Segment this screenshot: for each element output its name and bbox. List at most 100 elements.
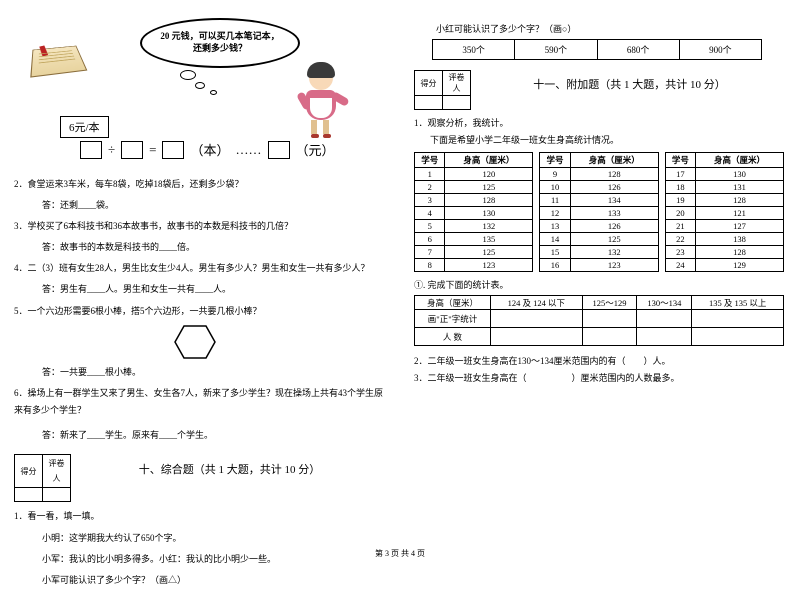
height-cell: 11 — [540, 194, 570, 207]
height-cell: 9 — [540, 168, 570, 181]
fill-h1: 124 及 124 以下 — [491, 296, 583, 310]
height-cell: 127 — [696, 220, 784, 233]
bubble-trail — [195, 82, 205, 89]
height-cell: 128 — [445, 194, 533, 207]
grader-cell[interactable] — [43, 488, 71, 502]
right-column: 小红可能认识了多少个字？（画○） 350个 590个 680个 900个 得分评… — [400, 0, 800, 565]
answer-4: 答：男生有____人。男生和女生一共有____人。 — [14, 281, 386, 298]
height-cell: 128 — [696, 246, 784, 259]
answer-6: 答：新来了____学生。原来有____个学生。 — [14, 427, 386, 444]
fill-blank[interactable] — [692, 328, 784, 346]
comp-r-prompt: 小红可能认识了多少个字？（画○） — [414, 22, 786, 35]
answer-2: 答：还剩____袋。 — [14, 197, 386, 214]
height-table-a: 学号身高（厘米） 1120212531284130513261357125812… — [414, 152, 533, 272]
height-cell: 126 — [570, 220, 658, 233]
height-cell: 24 — [665, 259, 695, 272]
height-cell: 138 — [696, 233, 784, 246]
fill-prompt: ①. 完成下面的统计表。 — [414, 278, 786, 291]
thought-bubble: 20 元钱，可以买几本笔记本，还剩多少钱？ — [140, 18, 300, 68]
remainder-dots: …… — [236, 142, 262, 158]
fill-h0: 身高（厘米） — [415, 296, 491, 310]
score-cell[interactable] — [415, 96, 443, 110]
option-cell[interactable]: 900个 — [679, 40, 761, 60]
sub-q2: 2．二年级一班女生身高在130～134厘米范围内的有（ ）人。 — [414, 354, 786, 367]
height-cell: 125 — [445, 181, 533, 194]
fill-blank[interactable] — [582, 310, 637, 328]
th-height: 身高（厘米） — [570, 153, 658, 168]
fill-blank[interactable] — [637, 328, 692, 346]
question-3: 3．学校买了6本科技书和36本故事书，故事书的本数是科技书的几倍？ — [14, 218, 386, 235]
score-box: 得分评卷人 — [414, 70, 471, 110]
height-desc: 下面是希望小学二年级一班女生身高统计情况。 — [414, 133, 786, 146]
question-list: 2．食堂运来3车米，每车8袋，吃掉18袋后，还剩多少袋？ 答：还剩____袋。 … — [14, 176, 386, 589]
height-cell: 1 — [415, 168, 445, 181]
height-cell: 13 — [540, 220, 570, 233]
question-4: 4．二（3）班有女生28人，男生比女生少4人。男生有多少人？男生和女生一共有多少… — [14, 260, 386, 277]
height-table-b: 学号身高（厘米） 9128101261113412133131261412515… — [539, 152, 658, 272]
height-cell: 16 — [540, 259, 570, 272]
notebook-illustration — [32, 42, 92, 84]
unit-ben: （本） — [190, 140, 229, 159]
height-cell: 125 — [570, 233, 658, 246]
bubble-trail — [180, 70, 196, 80]
equation-row: ÷ = （本） …… （元） — [80, 140, 335, 159]
height-cell: 12 — [540, 207, 570, 220]
score-label: 得分 — [415, 71, 443, 96]
sub-q3: 3．二年级一班女生身高在（ ）厘米范围内的人数最多。 — [414, 371, 786, 384]
option-cell[interactable]: 350个 — [433, 40, 515, 60]
bubble-text: 20 元钱，可以买几本笔记本，还剩多少钱？ — [160, 31, 280, 54]
option-cell[interactable]: 590个 — [515, 40, 597, 60]
height-cell: 5 — [415, 220, 445, 233]
equation-blank[interactable] — [162, 141, 184, 159]
grader-cell[interactable] — [443, 96, 471, 110]
page-footer: 第 3 页 共 4 页 — [0, 548, 800, 559]
height-cell: 8 — [415, 259, 445, 272]
fill-blank[interactable] — [582, 328, 637, 346]
section-10-title: 十、综合题（共 1 大题，共计 10 分） — [73, 460, 386, 481]
question-6: 6．操场上有一群学生又来了男生、女生各7人，新来了多少学生？现在操场上共有43个… — [14, 385, 386, 419]
girl-character — [298, 66, 344, 136]
height-cell: 3 — [415, 194, 445, 207]
fill-row2-label: 人 数 — [415, 328, 491, 346]
height-cell: 130 — [696, 168, 784, 181]
grader-label: 评卷人 — [43, 455, 71, 488]
divide-op: ÷ — [108, 142, 115, 158]
fill-row1-label: 画"正"字统计 — [415, 310, 491, 328]
height-cell: 135 — [445, 233, 533, 246]
height-cell: 22 — [665, 233, 695, 246]
fill-h2: 125～129 — [582, 296, 637, 310]
height-cell: 15 — [540, 246, 570, 259]
option-cell[interactable]: 680个 — [597, 40, 679, 60]
height-cell: 6 — [415, 233, 445, 246]
section-11-title: 十一、附加题（共 1 大题，共计 10 分） — [473, 76, 786, 92]
score-label: 得分 — [15, 455, 43, 488]
equation-blank[interactable] — [80, 141, 102, 159]
section-11-header: 得分评卷人 十一、附加题（共 1 大题，共计 10 分） — [414, 70, 786, 110]
height-cell: 131 — [696, 181, 784, 194]
score-cell[interactable] — [15, 488, 43, 502]
height-tables-wrapper: 学号身高（厘米） 1120212531284130513261357125812… — [414, 152, 784, 272]
bubble-trail — [210, 90, 217, 95]
height-cell: 17 — [665, 168, 695, 181]
height-cell: 133 — [570, 207, 658, 220]
fill-blank[interactable] — [491, 310, 583, 328]
th-height: 身高（厘米） — [696, 153, 784, 168]
fill-blank[interactable] — [491, 328, 583, 346]
equation-blank[interactable] — [121, 141, 143, 159]
height-cell: 21 — [665, 220, 695, 233]
height-cell: 14 — [540, 233, 570, 246]
hexagon-shape — [174, 324, 216, 360]
score-box: 得分评卷人 — [14, 454, 71, 502]
fill-blank[interactable] — [637, 310, 692, 328]
height-cell: 18 — [665, 181, 695, 194]
fill-h3: 130～134 — [637, 296, 692, 310]
height-cell: 125 — [445, 246, 533, 259]
equation-blank[interactable] — [268, 141, 290, 159]
height-cell: 128 — [696, 194, 784, 207]
fill-blank[interactable] — [692, 310, 784, 328]
th-height: 身高（厘米） — [445, 153, 533, 168]
height-cell: 23 — [665, 246, 695, 259]
height-cell: 123 — [570, 259, 658, 272]
height-cell: 121 — [696, 207, 784, 220]
height-cell: 10 — [540, 181, 570, 194]
